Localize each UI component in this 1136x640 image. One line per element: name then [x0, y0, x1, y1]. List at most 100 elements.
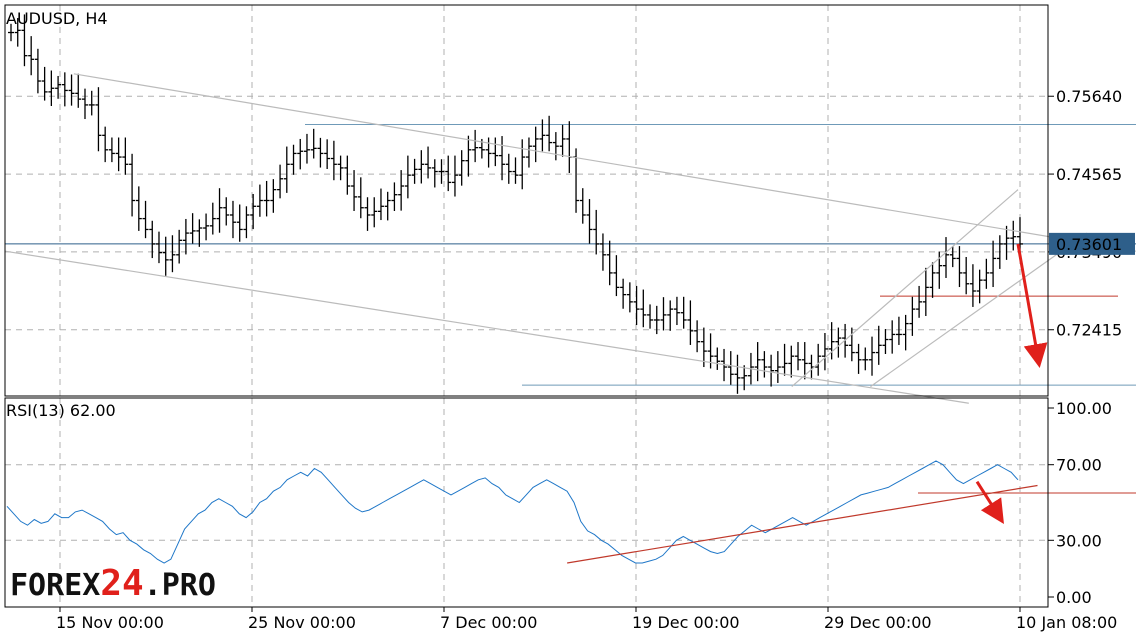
candle-bar — [963, 256, 970, 295]
candle-bar — [411, 158, 418, 184]
candle-bar — [55, 75, 62, 99]
candle-bar — [922, 267, 929, 316]
channel-trend-line — [4, 250, 969, 404]
logo: FOREX24.PRO — [10, 563, 216, 604]
candle-bar — [438, 159, 445, 184]
candle-bar — [317, 137, 324, 168]
rsi-panel-frame — [4, 397, 1049, 608]
candle-bar — [680, 296, 687, 329]
candle-bar — [404, 155, 411, 199]
candle-bar — [445, 155, 452, 192]
candle-bar — [909, 296, 916, 336]
candle-bar — [546, 115, 553, 152]
candle-bar — [835, 327, 842, 358]
candle-bar — [936, 251, 943, 289]
candle-bar — [647, 304, 654, 329]
candle-bar — [700, 327, 707, 368]
candle-bar — [324, 139, 331, 170]
forecast-arrow-main — [1016, 243, 1048, 368]
candle-bar — [902, 314, 909, 351]
candle-bar — [862, 347, 869, 371]
candle-bar — [129, 153, 136, 217]
candle-bar — [895, 316, 902, 345]
candle-bar — [351, 170, 358, 211]
candle-bar — [492, 137, 499, 167]
candle-bar — [653, 305, 660, 335]
main-y-tick-label: 0.74565 — [1056, 165, 1122, 184]
channel-trend-line — [870, 232, 1088, 388]
candle-bar — [270, 179, 277, 213]
rsi-y-tick-label: 30.00 — [1056, 531, 1102, 550]
candle-bar — [774, 351, 781, 383]
candle-bar — [714, 347, 721, 370]
candle-bar — [357, 177, 364, 219]
candle-bar — [458, 150, 465, 186]
main-chart-title: AUDUSD, H4 — [6, 9, 108, 28]
candle-bar — [41, 66, 48, 101]
x-tick-label: 15 Nov 00:00 — [56, 613, 164, 632]
candle-bar — [586, 199, 593, 244]
current-price-box — [1049, 232, 1135, 255]
candle-bar — [801, 342, 808, 380]
candle-bar — [613, 255, 620, 297]
candle-bar — [916, 285, 923, 318]
candle-bar — [303, 133, 310, 164]
candle-bar — [330, 140, 337, 181]
candle-bar — [512, 157, 519, 184]
forecast-arrow-rsi — [975, 480, 1004, 524]
candle-bar — [418, 150, 425, 184]
candle-bar — [539, 119, 546, 152]
logo-part-forex: FOREX — [10, 568, 100, 603]
candle-bar — [169, 235, 176, 273]
candle-bar — [660, 297, 667, 331]
candle-bar — [68, 74, 75, 106]
axes: 0.756400.745650.734900.72415100.0070.003… — [4, 4, 1135, 632]
candle-bar — [310, 128, 317, 159]
candle-bar — [256, 184, 263, 217]
candle-bar — [882, 329, 889, 355]
candle-bar — [182, 218, 189, 255]
candle-bar — [949, 246, 956, 268]
candle-bar — [983, 258, 990, 289]
candle-bar — [364, 197, 371, 231]
candle-bar — [694, 320, 701, 353]
candle-bar — [633, 285, 640, 326]
candle-bar — [398, 170, 405, 211]
candle-bar — [277, 164, 284, 199]
candle-bar — [425, 146, 432, 179]
candle-bar — [451, 155, 458, 197]
candle-bar — [996, 235, 1003, 269]
candle-bar — [499, 136, 506, 181]
candle-bar — [391, 182, 398, 211]
candle-bar — [283, 146, 290, 193]
candle-bar — [519, 139, 526, 190]
channel-trend-line — [73, 73, 1136, 252]
candle-bar — [943, 237, 950, 278]
candle-bar — [579, 188, 586, 224]
candle-bar — [209, 202, 216, 235]
candle-bar — [371, 197, 378, 228]
candle-bar — [189, 213, 196, 244]
candle-bar — [620, 278, 627, 309]
candle-bar — [142, 200, 149, 239]
candle-bar — [768, 354, 775, 387]
candle-bar — [216, 188, 223, 233]
candles — [8, 14, 1023, 394]
candle-bar — [81, 88, 88, 120]
x-tick-label: 25 Nov 00:00 — [248, 613, 356, 632]
candle-bar — [687, 300, 694, 345]
candle-bar — [88, 90, 95, 116]
candle-bar — [525, 137, 532, 168]
candle-bar — [559, 124, 566, 157]
candle-bar — [599, 233, 606, 271]
candle-bar — [472, 129, 479, 163]
candle-bar — [667, 300, 674, 331]
candle-bar — [102, 126, 109, 163]
candle-bar — [754, 342, 761, 382]
candle-bar — [196, 219, 203, 247]
candle-bar — [889, 320, 896, 354]
rsi-y-tick-label: 100.00 — [1056, 399, 1112, 418]
candle-bar — [929, 262, 936, 298]
candle-bar — [976, 269, 983, 304]
candle-bar — [95, 87, 102, 152]
